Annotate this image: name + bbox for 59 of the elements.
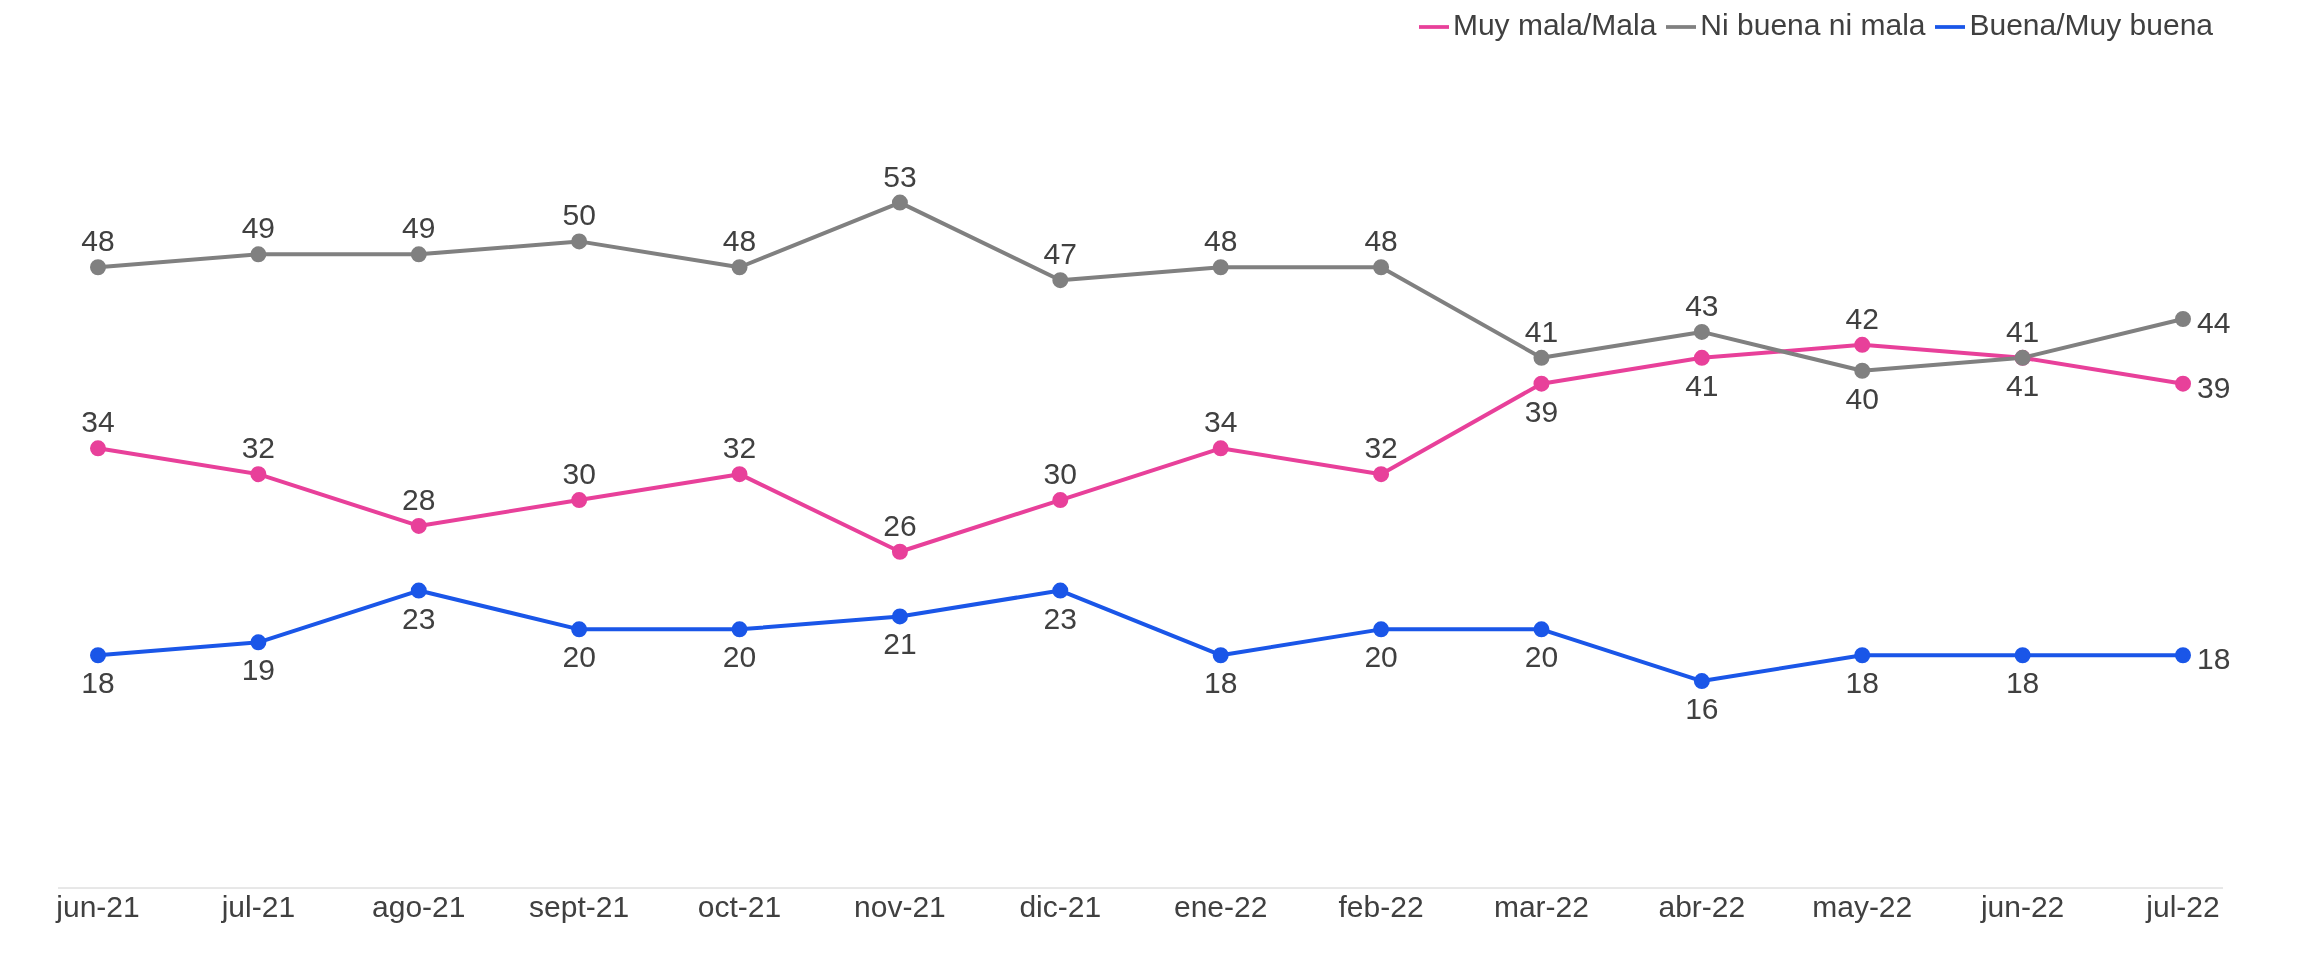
data-label: 53 bbox=[883, 159, 917, 193]
x-tick-label: mar-22 bbox=[1493, 890, 1589, 924]
data-label: 41 bbox=[1685, 368, 1719, 402]
data-label: 34 bbox=[81, 405, 115, 439]
data-label: 20 bbox=[1364, 640, 1398, 674]
x-tick-label: oct-21 bbox=[697, 890, 782, 924]
data-label: 42 bbox=[1845, 301, 1879, 335]
data-label: 20 bbox=[562, 640, 596, 674]
data-label: 20 bbox=[1524, 640, 1559, 674]
data-label: 41 bbox=[2005, 314, 2040, 348]
data-label: 19 bbox=[241, 653, 276, 687]
data-label: 32 bbox=[241, 431, 276, 465]
data-label: 18 bbox=[1204, 666, 1238, 700]
x-tick-label: may-22 bbox=[1812, 890, 1913, 924]
x-tick-label: ago-21 bbox=[372, 890, 466, 924]
data-label: 30 bbox=[562, 457, 596, 491]
data-label: 28 bbox=[402, 482, 436, 516]
data-label: 18 bbox=[2197, 642, 2231, 676]
x-tick-label: ene-22 bbox=[1173, 890, 1268, 924]
data-label: 41 bbox=[2005, 368, 2040, 402]
data-label: 34 bbox=[1204, 405, 1238, 439]
x-tick-label: nov-21 bbox=[854, 890, 946, 924]
data-label: 47 bbox=[1043, 237, 1077, 271]
x-tick-label: jul-21 bbox=[220, 890, 296, 924]
legend-label: Muy mala/Mala bbox=[1452, 8, 1657, 41]
x-tick-label: feb-22 bbox=[1338, 890, 1424, 924]
data-label: 21 bbox=[883, 627, 917, 661]
data-label: 48 bbox=[81, 224, 115, 258]
data-label: 41 bbox=[1524, 314, 1559, 348]
x-tick-label: dic-21 bbox=[1019, 890, 1102, 924]
data-label: 18 bbox=[2005, 666, 2040, 700]
data-label: 48 bbox=[1204, 224, 1238, 258]
data-label: 18 bbox=[1845, 666, 1879, 700]
data-label: 49 bbox=[402, 211, 436, 245]
data-label: 23 bbox=[1043, 601, 1077, 635]
data-label: 23 bbox=[402, 601, 436, 635]
data-label: 30 bbox=[1043, 457, 1077, 491]
data-label: 16 bbox=[1685, 692, 1719, 726]
data-label: 32 bbox=[1364, 431, 1398, 465]
x-tick-label: sept-21 bbox=[529, 890, 630, 924]
data-label: 43 bbox=[1685, 288, 1719, 322]
data-label: 32 bbox=[722, 431, 757, 465]
data-label: 20 bbox=[722, 640, 757, 674]
legend-label: Ni buena ni mala bbox=[1700, 8, 1926, 41]
data-label: 44 bbox=[2197, 305, 2231, 339]
data-label: 39 bbox=[1524, 394, 1559, 428]
data-label: 50 bbox=[562, 198, 596, 232]
data-label: 39 bbox=[2197, 370, 2231, 404]
data-label: 18 bbox=[81, 666, 115, 700]
x-tick-label: jul-22 bbox=[2145, 890, 2220, 924]
data-label: 49 bbox=[241, 211, 276, 245]
x-tick-label: jun-21 bbox=[55, 890, 140, 924]
data-label: 48 bbox=[1364, 224, 1398, 258]
data-label: 48 bbox=[722, 224, 757, 258]
x-tick-label: jun-22 bbox=[1979, 890, 2065, 924]
data-label: 40 bbox=[1845, 381, 1879, 415]
legend-label: Buena/Muy buena bbox=[1969, 8, 2213, 41]
x-tick-label: abr-22 bbox=[1658, 890, 1746, 924]
data-label: 26 bbox=[883, 508, 917, 542]
